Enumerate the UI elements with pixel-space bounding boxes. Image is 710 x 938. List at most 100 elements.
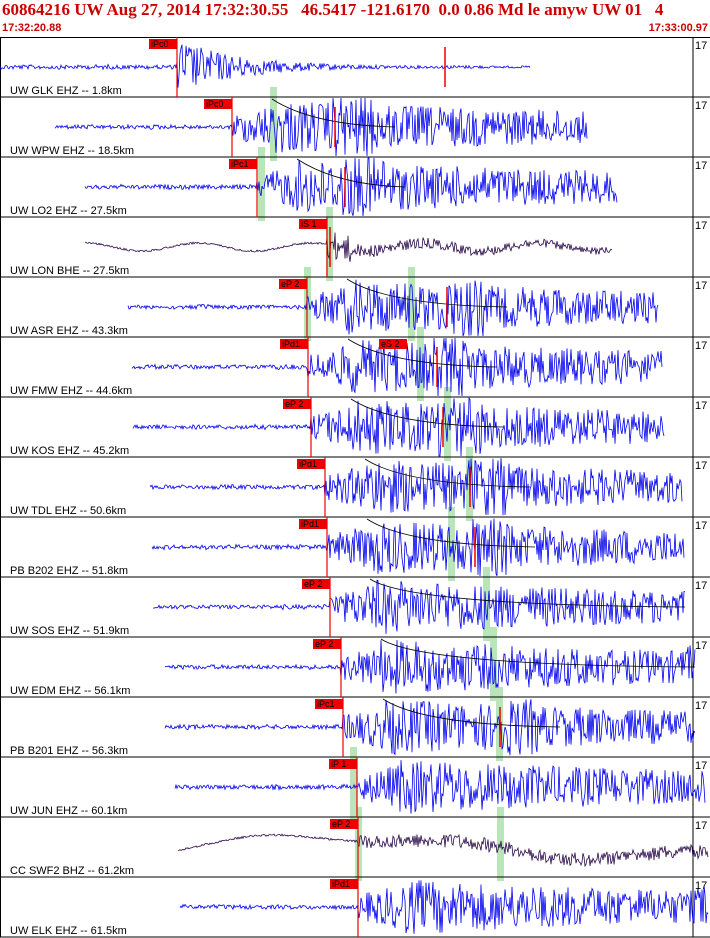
event-summary: 60864216 UW Aug 27, 2014 17:32:30.55 46.… [2, 0, 664, 19]
trace-panel: iPc1 PB B201 EHZ -- 56.3km 17 [0, 697, 710, 758]
coda-curve [380, 638, 696, 668]
station-label: UW TDL EHZ -- 50.6km [10, 505, 126, 517]
pick-label: iS 1 [301, 219, 317, 229]
pick-label-box [279, 279, 307, 289]
pick-label: eP 2 [285, 399, 303, 409]
trace-panel: iPd1 PB B202 EHZ -- 51.8km 17 [0, 517, 710, 578]
pick-label: iPc0 [151, 39, 169, 49]
waveform [127, 279, 659, 337]
pick-label-box [330, 819, 358, 829]
pick-label: iPd1 [332, 879, 350, 889]
amplitude-scale: 17 [695, 160, 707, 172]
trace-panel: iPc0 UW GLK EHZ -- 1.8km 17 [0, 37, 710, 98]
amplitude-scale: 17 [695, 340, 707, 352]
station-label: PB B201 EHZ -- 56.3km [10, 745, 128, 757]
amplitude-scale: 17 [695, 400, 707, 412]
pick-label-box [280, 339, 308, 349]
pick-band-12 [350, 747, 357, 821]
trace-panel: iPd1 UW ELK EHZ -- 61.5km 17 [0, 877, 710, 938]
waveform [164, 639, 696, 694]
pick-label: iPc1 [317, 699, 335, 709]
trace-panel: iP 1 UW JUN EHZ -- 60.1km 17 [0, 757, 710, 818]
pick-label-box [149, 39, 177, 49]
waveform [132, 396, 665, 457]
pick-label-box [315, 699, 343, 709]
station-label: UW EDM EHZ -- 56.1km [10, 685, 130, 697]
coda-curve [382, 698, 561, 728]
trace-panel: iPd1 UW TDL EHZ -- 50.6km 17 [0, 457, 710, 518]
pick-label-box [302, 579, 330, 589]
station-label: UW KOS EHZ -- 45.2km [10, 445, 129, 457]
waveform [149, 457, 683, 516]
pick-band-0 [270, 87, 277, 161]
pick-label-box [313, 639, 341, 649]
pick-label-box [283, 399, 311, 409]
amplitude-scale: 17 [695, 280, 707, 292]
coda-curve [369, 578, 686, 608]
trace-panel: iPd1 eS 2 UW FMW EHZ -- 44.6km 17 [0, 337, 710, 398]
station-label: UW ASR EHZ -- 43.3km [10, 325, 128, 337]
waveform [84, 232, 613, 262]
trace-panel: eP 2 UW ASR EHZ -- 43.3km 17 [0, 277, 710, 338]
pick-label: eP 2 [315, 639, 333, 649]
pick-label: eP 2 [304, 579, 322, 589]
coda-curve [366, 518, 536, 548]
coda-curve [347, 338, 498, 368]
waveform [177, 833, 709, 868]
event-header: 60864216 UW Aug 27, 2014 17:32:30.55 46.… [0, 0, 710, 38]
trace-panel: iPc0 UW WPW EHZ -- 18.5km 17 [0, 97, 710, 158]
station-label: UW FMW EHZ -- 44.6km [10, 385, 132, 397]
pick-band-10 [490, 627, 497, 701]
pick-label: eP 2 [332, 819, 350, 829]
trace-panel: eP 2 UW SOS EHZ -- 51.9km 17 [0, 577, 710, 638]
amplitude-scale: 17 [695, 460, 707, 472]
waveform [164, 699, 696, 756]
waveform [174, 760, 706, 814]
trace-panel: eP 2 UW KOS EHZ -- 45.2km 17 [0, 396, 710, 458]
station-label: UW SOS EHZ -- 51.9km [10, 625, 129, 637]
pick-band-9 [483, 567, 490, 641]
amplitude-scale: 17 [695, 40, 707, 52]
waveform [54, 97, 588, 157]
pick-band-4 [408, 267, 415, 341]
coda-curve [346, 278, 508, 308]
station-label: PB B202 EHZ -- 51.8km [10, 565, 128, 577]
amplitude-scale: 17 [695, 820, 707, 832]
waveform [84, 157, 618, 217]
trace-panel: iPc1 UW LO2 EHZ -- 27.5km 17 [0, 157, 710, 218]
station-label: UW ELK EHZ -- 61.5km [10, 925, 127, 937]
trace-panel: eP 2 CC SWF2 BHZ -- 61.2km 17 [0, 817, 710, 878]
amplitude-scale: 17 [695, 220, 707, 232]
coda-curve [296, 158, 406, 188]
pick-label: iPc0 [206, 99, 224, 109]
pick-label: iPd1 [301, 519, 319, 529]
pick-label-box [297, 459, 325, 469]
waveform [131, 337, 663, 397]
pick-label-box [299, 219, 327, 229]
station-label: UW GLK EHZ -- 1.8km [10, 85, 122, 97]
station-label: CC SWF2 BHZ -- 61.2km [10, 865, 134, 877]
pick-label: iP 1 [331, 759, 346, 769]
trace-panel: eP 2 UW EDM EHZ -- 56.1km 17 [0, 637, 710, 698]
pick2-label: eS 2 [381, 339, 400, 349]
waveform [151, 518, 685, 577]
waveform [0, 44, 531, 88]
window-start-time: 17:32:20.88 [2, 22, 62, 34]
pick-label-box [299, 519, 327, 529]
pick-label: eP 2 [281, 279, 299, 289]
pick-label: iPd1 [282, 339, 300, 349]
amplitude-scale: 17 [695, 760, 707, 772]
amplitude-scale: 17 [695, 700, 707, 712]
coda-curve [271, 98, 396, 128]
trace-panel: iS 1 UW LON BHE -- 27.5km 17 [0, 217, 710, 278]
coda-curve [350, 398, 504, 428]
station-label: UW LO2 EHZ -- 27.5km [10, 205, 127, 217]
pick-label: iPc1 [231, 159, 249, 169]
pick-label-box [329, 759, 357, 769]
station-label: UW JUN EHZ -- 60.1km [10, 805, 127, 817]
seismogram-panel: iPc0 UW GLK EHZ -- 1.8km 17 iPc0 UW WPW EHZ … [0, 37, 710, 938]
pick-band-1 [258, 147, 265, 221]
amplitude-scale: 17 [695, 100, 707, 112]
waveform [179, 880, 709, 934]
amplitude-scale: 17 [695, 520, 707, 532]
